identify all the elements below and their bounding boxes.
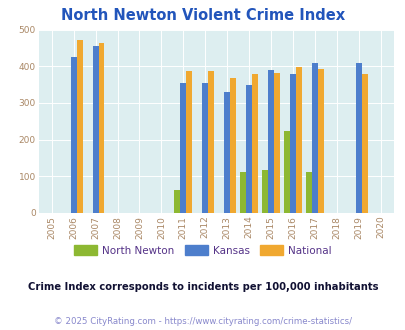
Legend: North Newton, Kansas, National: North Newton, Kansas, National: [70, 241, 335, 260]
Bar: [70, 57, 77, 213]
Bar: [252, 74, 257, 213]
Bar: [317, 69, 323, 213]
Bar: [92, 46, 98, 213]
Bar: [77, 40, 82, 213]
Bar: [208, 71, 213, 213]
Text: Crime Index corresponds to incidents per 100,000 inhabitants: Crime Index corresponds to incidents per…: [28, 282, 377, 292]
Bar: [202, 83, 208, 213]
Bar: [289, 74, 295, 213]
Bar: [311, 63, 317, 213]
Bar: [273, 73, 279, 213]
Bar: [262, 170, 267, 213]
Bar: [305, 172, 311, 213]
Bar: [186, 71, 192, 213]
Bar: [180, 83, 186, 213]
Text: North Newton Violent Crime Index: North Newton Violent Crime Index: [61, 8, 344, 23]
Bar: [98, 43, 104, 213]
Bar: [267, 70, 273, 213]
Bar: [355, 63, 361, 213]
Bar: [284, 131, 289, 213]
Bar: [295, 67, 301, 213]
Bar: [230, 79, 235, 213]
Bar: [174, 190, 180, 213]
Bar: [224, 92, 230, 213]
Text: © 2025 CityRating.com - https://www.cityrating.com/crime-statistics/: © 2025 CityRating.com - https://www.city…: [54, 317, 351, 326]
Bar: [245, 84, 252, 213]
Bar: [361, 74, 367, 213]
Bar: [240, 172, 245, 213]
